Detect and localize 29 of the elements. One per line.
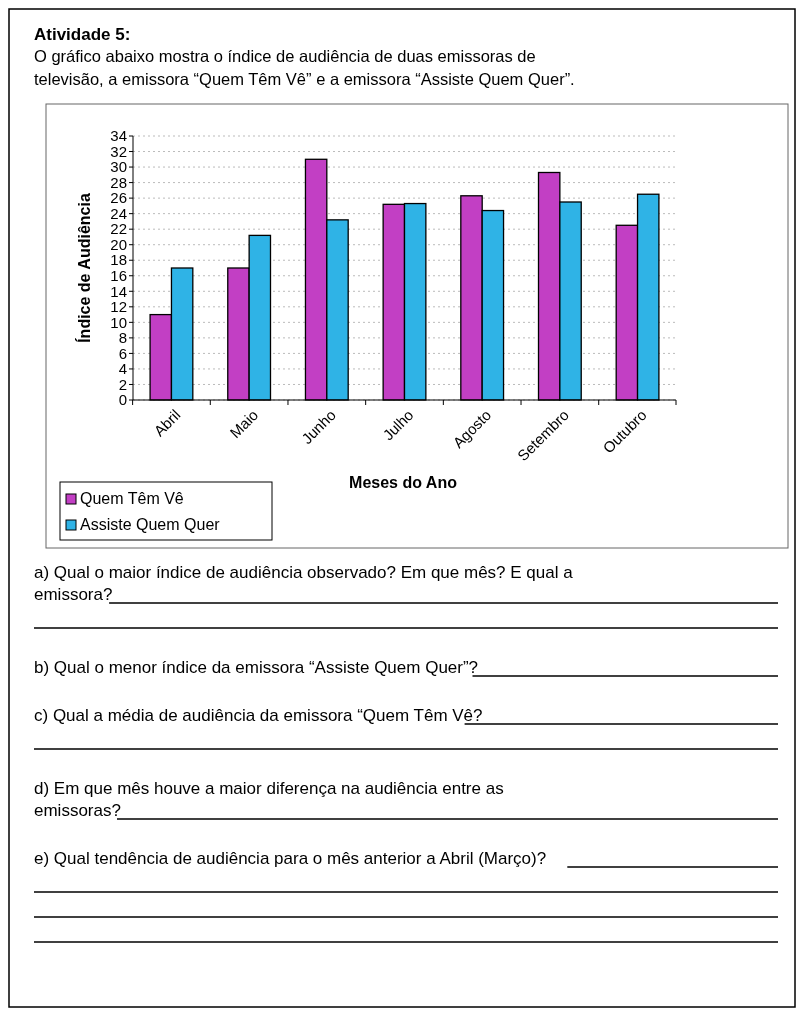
y-tick-label: 20 (110, 235, 127, 253)
y-tick-label: 22 (110, 220, 127, 238)
y-tick-label: 16 (110, 267, 127, 285)
y-axis-title: Índice de Audiência (75, 193, 93, 343)
x-axis-title: Meses do Ano (349, 474, 458, 491)
y-tick-label: 6 (118, 344, 127, 362)
y-tick-label: 8 (118, 329, 127, 347)
y-tick-label: 26 (110, 189, 127, 207)
y-tick-label: 4 (118, 360, 127, 378)
y-tick-label: 24 (110, 204, 127, 222)
text: d) Em que mês houve a maior diferença na audiência entre as emissoras? (34, 779, 504, 820)
y-tick-label: 0 (118, 391, 127, 409)
legend-label: Assiste Quem Quer (80, 516, 221, 533)
text: c) Qual a média de audiência da emissora “Quem Têm Vê? (34, 706, 483, 725)
y-tick-label: 32 (110, 142, 127, 160)
y-tick-label: 14 (110, 282, 127, 300)
chart-title: Atividade 5: (34, 25, 131, 44)
legend-label: Quem Têm Vê (80, 490, 184, 507)
y-tick-label: 30 (110, 158, 127, 176)
y-tick-label: 34 (110, 127, 127, 145)
text: a) Qual o maior índice de audiência observado? Em que mês? E qual a emissora? (34, 563, 574, 604)
y-tick-label: 12 (110, 298, 127, 316)
y-tick-label: 2 (118, 375, 127, 393)
chart-subtitle: O gráfico abaixo mostra o índice de audiência de duas emissoras de televisão, a emissora “Quem Têm Vê” e a emissora “Assiste Quem Quer”. (34, 47, 575, 88)
y-tick-label: 10 (110, 313, 127, 331)
text: e) Qual tendência de audiência para o mês anterior a Abril (Março)? (34, 849, 547, 868)
text: b) Qual o menor índice da emissora “Assiste Quem Quer”? (34, 658, 479, 677)
y-tick-label: 28 (110, 173, 127, 191)
y-tick-label: 18 (110, 251, 127, 269)
